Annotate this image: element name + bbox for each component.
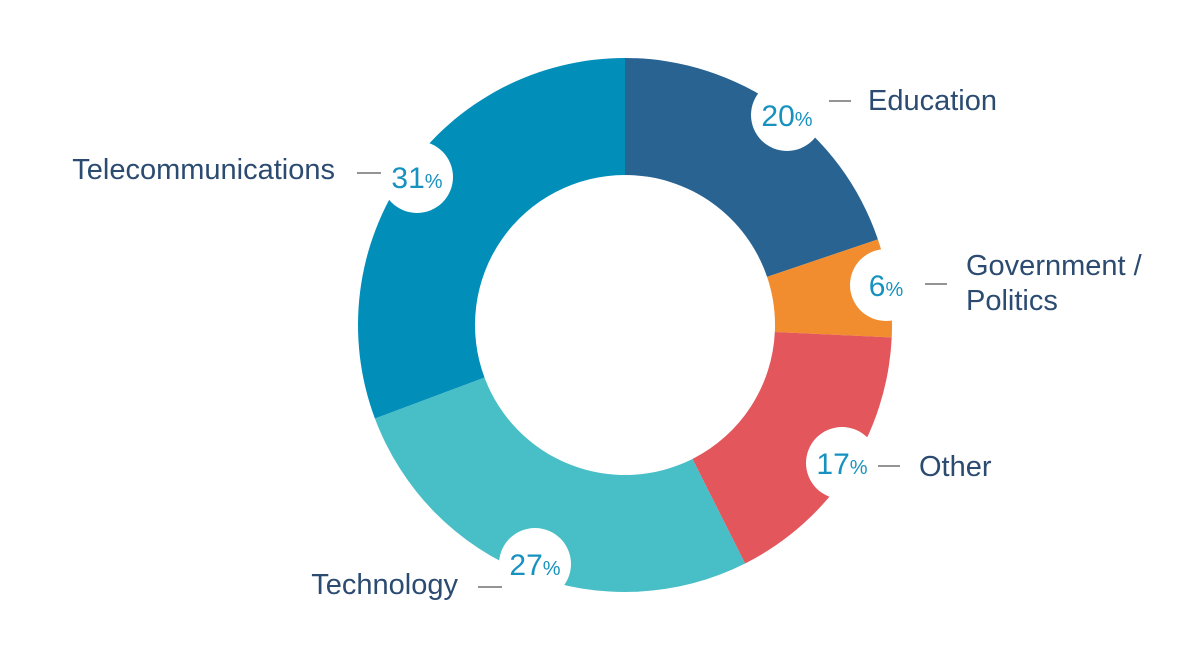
percent-label-telecommunications: 31% [391,162,442,195]
percent-value: 6 [869,270,886,303]
category-label-government-politics: Government / Politics [966,250,1143,317]
bubble-circle [381,141,453,213]
category-label-education: Education [868,85,997,117]
percent-label-government-politics: 6% [869,270,904,303]
percent-bubble-technology: 27% [499,528,571,600]
bubble-circle [751,79,823,151]
slice-technology [374,377,746,593]
category-label-line: Government / [966,250,1143,282]
category-label-line: Other [919,451,992,483]
percent-value: 20 [761,100,794,133]
percent-bubbles: 20%6%17%27%31% [381,79,922,600]
slice-telecommunications [358,58,625,419]
percent-sign: % [850,457,868,479]
category-label-line: Technology [311,569,458,601]
percent-bubble-other: 17% [806,427,878,499]
percent-value: 17 [816,448,849,481]
percent-sign: % [543,558,561,580]
category-label-other: Other [919,451,992,483]
category-label-technology: Technology [311,569,458,601]
percent-value: 31 [391,162,424,195]
category-label-line: Telecommunications [72,154,335,186]
category-label-line: Education [868,85,997,117]
percent-bubble-education: 20% [751,79,823,151]
donut-slices [358,58,892,593]
percent-value: 27 [509,549,542,582]
bubble-circle [806,427,878,499]
percent-sign: % [425,171,443,193]
slice-education [625,58,878,277]
percent-sign: % [885,279,903,301]
percent-bubble-telecommunications: 31% [381,141,453,213]
percent-label-education: 20% [761,100,812,133]
bubble-circle [499,528,571,600]
percent-sign: % [795,109,813,131]
category-label-telecommunications: Telecommunications [72,154,335,186]
bubble-circle [850,249,922,321]
slice-other [692,331,892,564]
category-label-line: Politics [966,285,1058,317]
percent-label-technology: 27% [509,549,560,582]
percent-bubble-government-politics: 6% [850,249,922,321]
category-labels: Education Government / Politics Other Techno… [72,85,1142,601]
percent-label-other: 17% [816,448,867,481]
